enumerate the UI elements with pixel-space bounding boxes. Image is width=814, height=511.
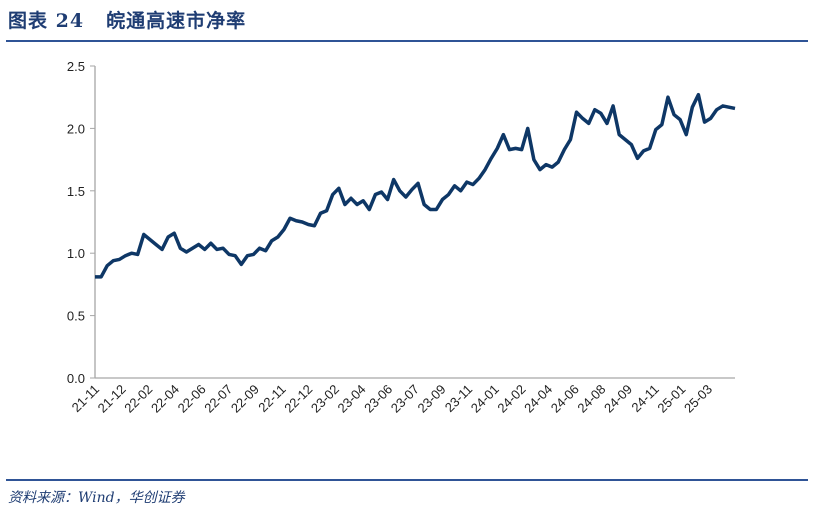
x-tick-label: 24-11	[628, 382, 661, 415]
source-note: 资料来源：Wind，华创证券	[8, 490, 185, 506]
x-tick-label: 24-09	[601, 382, 635, 416]
y-tick-label: 1.0	[67, 246, 85, 261]
x-tick-label: 23-04	[335, 382, 369, 416]
x-tick-label: 22-06	[175, 382, 209, 416]
x-tick-label: 21-11	[69, 382, 102, 415]
y-tick-label: 2.0	[67, 121, 85, 136]
x-tick-label: 24-08	[574, 382, 608, 416]
x-tick-label: 22-09	[228, 382, 262, 416]
y-tick-label: 1.5	[67, 184, 85, 199]
x-tick-label: 21-12	[95, 382, 129, 416]
x-tick-label: 24-04	[521, 382, 555, 416]
y-tick-label: 0.0	[67, 371, 85, 386]
y-tick-label: 0.5	[67, 309, 85, 324]
pb-chart: 0.00.51.01.52.02.521-1121-1222-0222-0422…	[67, 59, 736, 416]
x-tick-label: 25-01	[654, 382, 688, 416]
x-tick-label: 23-07	[388, 382, 422, 416]
x-tick-label: 25-03	[681, 382, 715, 416]
chart-title: 皖通高速市净率	[106, 10, 247, 32]
figure-label: 图表 24	[8, 10, 85, 32]
x-tick-label: 23-02	[308, 382, 342, 416]
x-tick-label: 24-02	[494, 382, 528, 416]
x-tick-label: 22-02	[121, 382, 155, 416]
x-tick-label: 22-07	[201, 382, 235, 416]
x-tick-label: 24-01	[468, 382, 502, 416]
footer-rule	[6, 479, 808, 481]
x-tick-label: 23-06	[361, 382, 395, 416]
x-tick-label: 22-11	[255, 382, 288, 415]
y-tick-label: 2.5	[67, 59, 85, 74]
x-tick-label: 23-09	[414, 382, 448, 416]
header-rule	[6, 40, 808, 42]
x-tick-label: 22-04	[148, 382, 182, 416]
pb-line	[95, 92, 736, 279]
figure-title: 图表 24 皖通高速市净率	[8, 6, 246, 33]
x-tick-label: 24-06	[548, 382, 582, 416]
x-tick-label: 23-11	[442, 382, 475, 415]
x-tick-label: 22-12	[281, 382, 315, 416]
